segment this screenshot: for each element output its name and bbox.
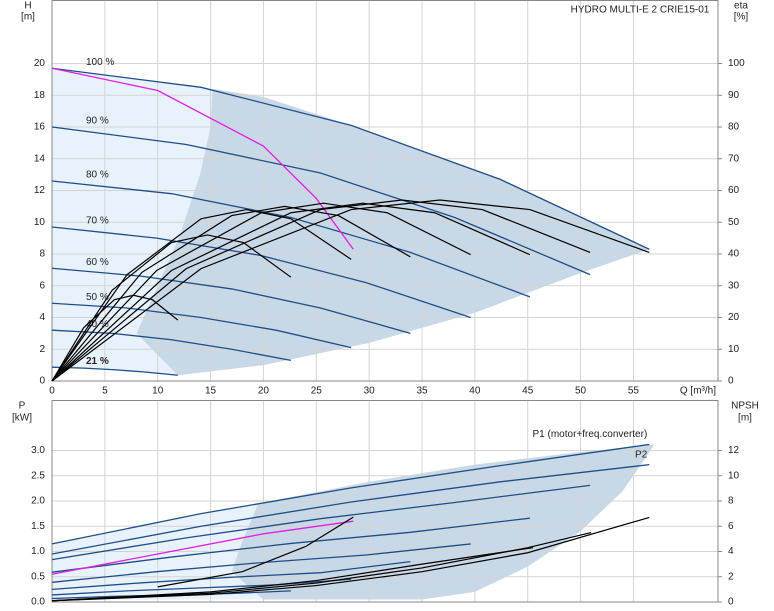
- x-tick-label: 10: [152, 386, 164, 397]
- y-tick-label: 18: [34, 90, 46, 101]
- curve: [51, 67, 354, 250]
- y-tick-label: 12: [34, 185, 46, 196]
- x-tick-label: 55: [628, 386, 640, 397]
- y2-tick-label: 12: [728, 445, 740, 456]
- y2-tick-label: 0: [728, 597, 734, 608]
- y-tick-label: 6: [39, 280, 45, 291]
- x-tick-label: 35: [416, 386, 428, 397]
- y2-tick-label: 10: [728, 470, 740, 481]
- y-tick-label: 0: [39, 376, 45, 387]
- x-tick-label: 20: [258, 386, 270, 397]
- curve-label: 50 %: [86, 292, 109, 303]
- curve: [51, 126, 591, 276]
- y2-tick-label: 10: [728, 344, 740, 355]
- curve: [157, 516, 354, 588]
- y-tick-label: 10: [34, 217, 46, 228]
- curve: [51, 67, 650, 250]
- curve: [51, 516, 650, 602]
- curve: [51, 543, 471, 583]
- curve: [51, 463, 650, 555]
- y2-tick-label: 4: [728, 546, 734, 557]
- curve-label: 80 %: [86, 170, 109, 181]
- y2-tick-label: 90: [728, 90, 740, 101]
- curve: [51, 267, 411, 335]
- curve-label: 40 %: [86, 319, 109, 330]
- chart-title: HYDRO MULTI-E 2 CRIE15-01: [571, 5, 710, 16]
- x-tick-label: 40: [469, 386, 481, 397]
- curve: [51, 180, 531, 298]
- curve-label: 90 %: [86, 116, 109, 127]
- y2-tick-label: 50: [728, 217, 740, 228]
- y2-tick-label: 0: [728, 376, 734, 387]
- curve-label: P1 (motor+freq.converter): [533, 429, 648, 440]
- curve: [51, 484, 591, 561]
- y-tick-label: 3.0: [31, 445, 45, 456]
- x-tick-label: 0: [49, 386, 55, 397]
- x-tick-label: 5: [102, 386, 108, 397]
- y-tick-label: 2: [39, 344, 45, 355]
- y2-axis-label: eta: [734, 1, 748, 12]
- y-tick-label: 8: [39, 249, 45, 260]
- y-tick-label: 14: [34, 153, 46, 164]
- y-tick-label: 2.5: [31, 470, 45, 481]
- x-tick-label: 45: [522, 386, 534, 397]
- y2-tick-label: 80: [728, 122, 740, 133]
- y2-tick-label: 8: [728, 496, 734, 507]
- y-axis-label: [m]: [21, 12, 35, 23]
- x-tick-label: 30: [364, 386, 376, 397]
- curve: [51, 547, 534, 602]
- y-tick-label: 16: [34, 122, 46, 133]
- curve: [51, 520, 354, 575]
- curve-label: 100 %: [86, 57, 114, 68]
- y-tick-label: 4: [39, 312, 45, 323]
- y-axis-label: H: [24, 1, 31, 12]
- operating-region: [136, 88, 650, 376]
- curve: [51, 531, 592, 602]
- y2-axis-label: NPSH: [731, 401, 759, 412]
- y2-axis-label: [%]: [734, 12, 749, 23]
- plot-frame: [51, 400, 719, 603]
- y2-tick-label: 70: [728, 153, 740, 164]
- y2-tick-label: 20: [728, 312, 740, 323]
- y-tick-label: 1.5: [31, 521, 45, 532]
- y-tick-label: 1.0: [31, 546, 45, 557]
- curve-label: 60 %: [86, 257, 109, 268]
- y2-tick-label: 30: [728, 280, 740, 291]
- curve: [51, 560, 411, 591]
- y2-tick-label: 40: [728, 249, 740, 260]
- x-tick-label: 50: [575, 386, 587, 397]
- x-axis-label: Q [m³/h]: [680, 386, 716, 397]
- y-tick-label: 0.5: [31, 571, 45, 582]
- y2-tick-label: 60: [728, 185, 740, 196]
- x-tick-label: 25: [311, 386, 323, 397]
- y2-tick-label: 2: [728, 571, 734, 582]
- y-tick-label: 2.0: [31, 496, 45, 507]
- y2-tick-label: 6: [728, 521, 734, 532]
- curve: [51, 234, 292, 382]
- y-tick-label: 0.0: [31, 597, 45, 608]
- y2-axis-label: [m]: [738, 413, 752, 424]
- operating-region: [231, 444, 655, 600]
- curve: [51, 294, 179, 382]
- curve-label: 21 %: [86, 356, 109, 367]
- plot-frame: [51, 0, 719, 382]
- x-tick-label: 15: [205, 386, 217, 397]
- curve: [51, 199, 591, 382]
- curve: [51, 199, 650, 382]
- curve: [51, 205, 411, 382]
- y2-tick-label: 100: [728, 58, 745, 69]
- curve: [51, 443, 650, 545]
- curve: [51, 208, 352, 382]
- curve: [51, 366, 178, 376]
- y-tick-label: 20: [34, 58, 46, 69]
- curve-label: 70 %: [86, 216, 109, 227]
- curve-label: P2: [635, 449, 648, 460]
- y-axis-label: P: [19, 401, 26, 412]
- y-axis-label: [kW]: [12, 413, 32, 424]
- curve: [51, 202, 531, 382]
- curve: [51, 578, 352, 596]
- curve: [51, 517, 530, 573]
